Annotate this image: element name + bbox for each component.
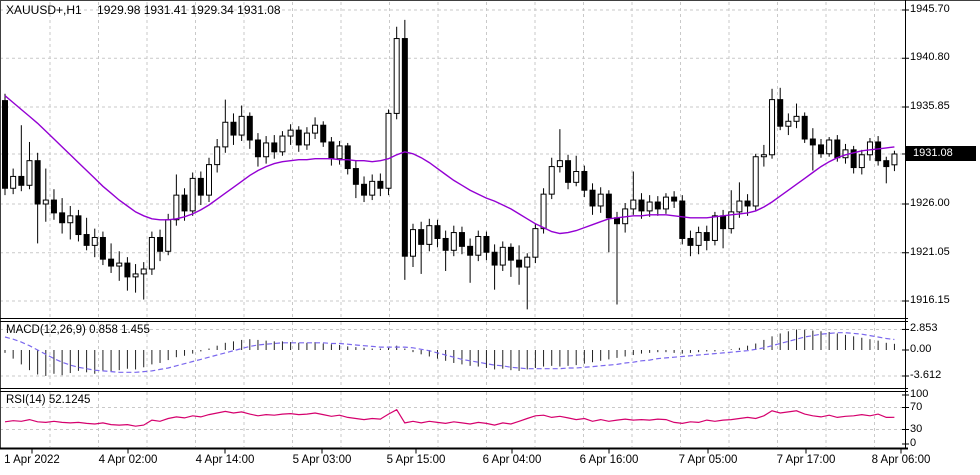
price-axis-label: 1945.70	[910, 3, 950, 15]
price-axis-label: 1921.05	[910, 245, 950, 258]
ma-line	[4, 95, 895, 235]
current-price-badge: 1931.08	[906, 146, 976, 162]
price-axis-label: 1940.80	[910, 51, 950, 64]
time-axis-label: 4 Apr 14:00	[195, 454, 255, 466]
price-axis-label: 1916.15	[910, 294, 950, 306]
time-axis-label: 6 Apr 16:00	[579, 454, 639, 466]
rsi-axis-label: 0	[910, 437, 917, 449]
macd-axis-label: 0.00	[910, 343, 932, 355]
price-axis-label: 1935.85	[910, 100, 950, 112]
symbol-timeframe-label: XAUUSD+,H1	[6, 3, 82, 17]
borders-layer	[0, 0, 980, 454]
ma-layer	[4, 95, 895, 235]
time-axis-label: 8 Apr 06:00	[871, 454, 931, 466]
macd-indicator-label: MACD(12,26,9) 0.858 1.455	[6, 324, 150, 336]
rsi-layer	[4, 408, 895, 427]
rsi-indicator-label: RSI(14) 52.1245	[6, 394, 91, 406]
macd-layer	[4, 329, 895, 376]
macd-axis-label: 2.853	[910, 322, 938, 335]
rsi-line	[4, 408, 895, 427]
time-axis-label: 7 Apr 05:00	[678, 454, 738, 466]
price-axis-label: 1926.00	[910, 197, 950, 209]
chart-title: XAUUSD+,H1 1929.98 1931.41 1929.34 1931.…	[6, 3, 281, 17]
time-axis-label: 4 Apr 02:00	[98, 454, 158, 466]
ohlc-values-label: 1929.98 1931.41 1929.34 1931.08	[97, 3, 281, 17]
time-axis-label: 6 Apr 04:00	[482, 454, 542, 466]
time-axis-label: 5 Apr 03:00	[292, 454, 352, 466]
rsi-axis-label: 70	[910, 400, 923, 413]
time-axis-label: 5 Apr 15:00	[386, 454, 446, 466]
candles-layer	[2, 19, 898, 310]
grid-layer	[0, 2, 905, 447]
time-axis-label: 7 Apr 17:00	[776, 454, 836, 466]
rsi-axis-label: 100	[910, 388, 929, 400]
rsi-axis-label: 30	[910, 422, 923, 435]
macd-axis-label: -3.612	[910, 369, 942, 381]
time-axis-label: 1 Apr 2022	[4, 454, 60, 466]
